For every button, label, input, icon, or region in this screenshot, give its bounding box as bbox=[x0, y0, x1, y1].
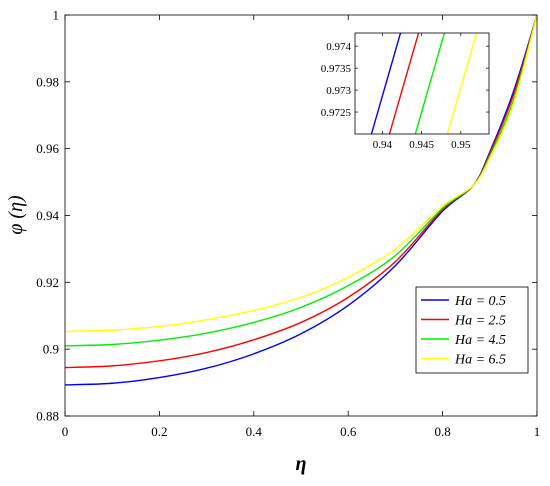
y-tick-label: 0.9 bbox=[43, 342, 59, 357]
y-tick-label: 0.96 bbox=[36, 141, 59, 156]
x-tick-label: 0.8 bbox=[434, 424, 450, 439]
inset-series-line-2 bbox=[388, 33, 420, 134]
inset-series-line-4 bbox=[446, 33, 478, 134]
legend-label-4: Ha = 6.5 bbox=[454, 353, 506, 368]
inset-x-tick-label: 0.94 bbox=[373, 139, 393, 151]
x-tick-label: 0.6 bbox=[340, 424, 357, 439]
legend-items: Ha = 0.5 Ha = 2.5 Ha = 4.5 Ha = 6.5 bbox=[421, 294, 506, 368]
x-tick-label: 0.4 bbox=[246, 424, 263, 439]
plot-frame bbox=[64, 14, 538, 417]
y-tick-label: 0.88 bbox=[36, 409, 59, 424]
legend-label-2: Ha = 2.5 bbox=[454, 314, 506, 329]
inset-y-tick-label: 0.9735 bbox=[321, 63, 352, 75]
series-line-1 bbox=[64, 14, 538, 386]
y-tick-label: 1 bbox=[53, 8, 60, 23]
inset-x-tick-label: 0.95 bbox=[451, 139, 471, 151]
x-tick-label: 0.2 bbox=[151, 424, 167, 439]
x-tick-label: 1 bbox=[534, 424, 541, 439]
legend-label-1: Ha = 0.5 bbox=[454, 294, 506, 309]
inset-series-lines bbox=[370, 33, 478, 134]
series-line-4 bbox=[64, 14, 538, 333]
inset-x-tick-label: 0.945 bbox=[409, 139, 434, 151]
main-series-lines bbox=[64, 14, 538, 386]
main-tick-labels: 0 0.2 0.4 0.6 0.8 1 0.88 0.9 0.92 0.94 0.96 0.98 1 bbox=[36, 8, 540, 440]
inset-series-line-3 bbox=[414, 33, 446, 134]
inset-series-line-1 bbox=[370, 33, 402, 134]
legend: Ha = 0.5 Ha = 2.5 Ha = 4.5 Ha = 6.5 bbox=[415, 286, 529, 374]
inset-y-tick-label: 0.9725 bbox=[321, 107, 352, 119]
inset-y-tick-label: 0.974 bbox=[326, 41, 351, 53]
y-tick-label: 0.98 bbox=[36, 74, 59, 89]
inset-frame bbox=[354, 32, 490, 135]
series-line-3 bbox=[64, 14, 538, 347]
y-tick-label: 0.94 bbox=[36, 208, 59, 223]
x-axis-title: η bbox=[296, 453, 307, 475]
inset-axis-ticks bbox=[355, 33, 489, 134]
y-axis-title: φ (η) bbox=[5, 195, 27, 235]
x-tick-label: 0 bbox=[62, 424, 69, 439]
legend-label-3: Ha = 4.5 bbox=[454, 333, 506, 348]
inset-plot-area bbox=[355, 33, 489, 134]
inset-y-tick-label: 0.973 bbox=[326, 85, 351, 97]
y-tick-label: 0.92 bbox=[36, 275, 59, 290]
inset-tick-labels: 0.94 0.945 0.95 0.9725 0.973 0.9735 0.974 bbox=[321, 41, 471, 151]
series-line-2 bbox=[64, 14, 538, 369]
